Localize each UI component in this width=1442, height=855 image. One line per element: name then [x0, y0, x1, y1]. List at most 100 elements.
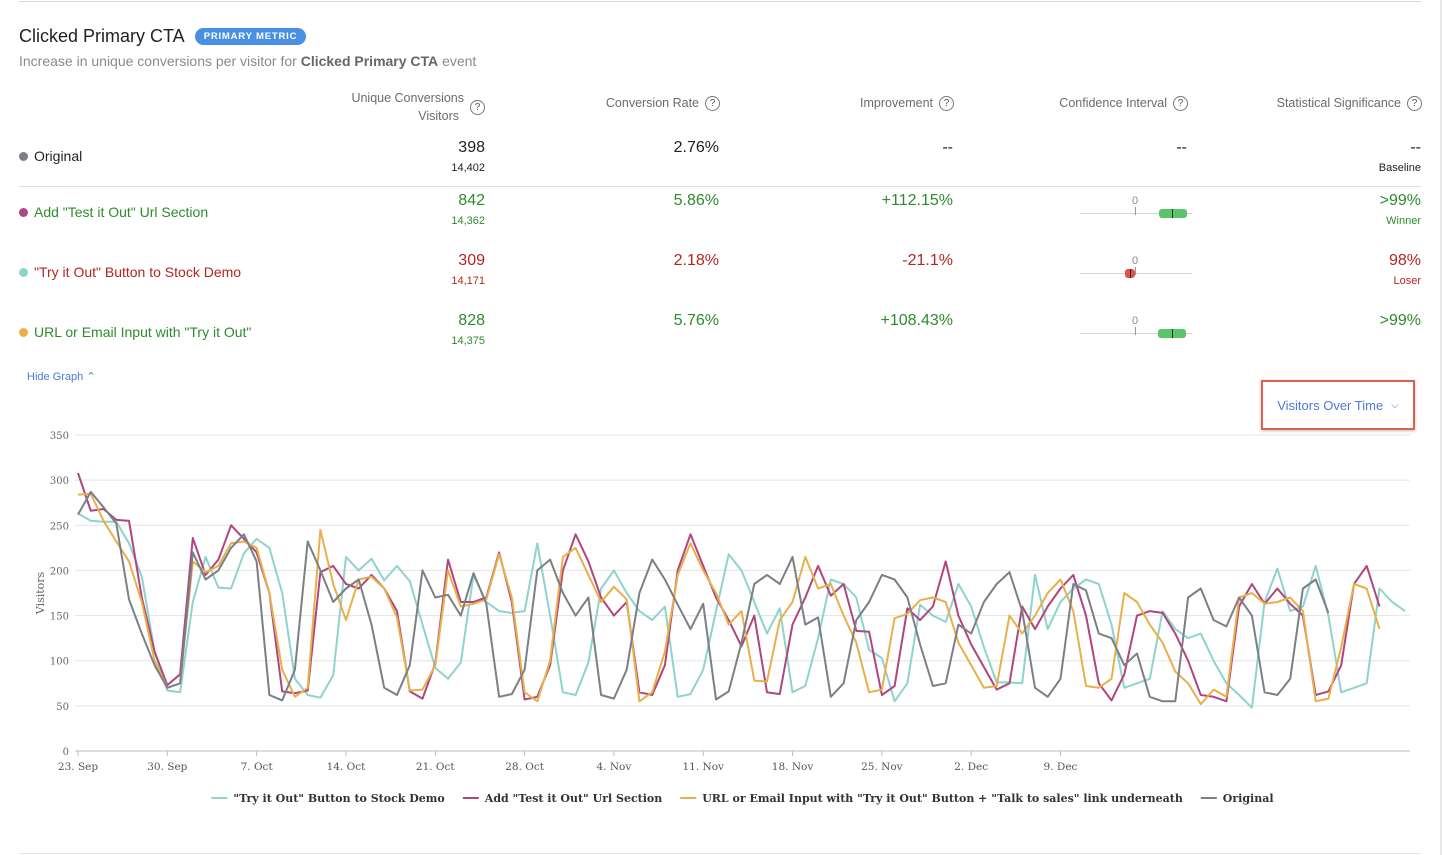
- legend-item: URL or Email Input with "Try it Out" But…: [680, 792, 1183, 805]
- ci-zero-label: 0: [1132, 195, 1139, 207]
- metric-subtitle: Increase in unique conversions per visit…: [19, 53, 476, 69]
- significance-value: --: [1410, 139, 1421, 156]
- col-header-rate: Conversion Rate?: [560, 96, 720, 112]
- subtitle-suffix: event: [442, 53, 477, 69]
- help-icon[interactable]: ?: [1173, 96, 1188, 112]
- conversions-value: 828: [458, 312, 485, 329]
- y-tick-label: 0: [63, 747, 69, 758]
- scroll-edge: [1440, 0, 1442, 855]
- confidence-interval-graphic: 0: [1080, 315, 1192, 345]
- col-header-ci: Confidence Interval?: [1020, 96, 1188, 112]
- ci-zero-label: 0: [1132, 255, 1139, 267]
- rate-value: 5.76%: [673, 312, 719, 329]
- help-icon[interactable]: ?: [470, 100, 485, 116]
- loser-label: Loser: [1393, 275, 1421, 287]
- variation-label: Add "Test it Out" Url Section: [34, 204, 209, 220]
- y-tick-label: 350: [50, 431, 69, 442]
- help-icon[interactable]: ?: [939, 96, 954, 112]
- conversions-value: 398: [458, 139, 485, 156]
- col-header-conversions: Unique Conversions? Visitors: [300, 89, 485, 125]
- chart-series: [77, 472, 1406, 709]
- legend-item: Original: [1200, 792, 1274, 805]
- variation-name[interactable]: Add "Test it Out" Url Section: [19, 204, 253, 220]
- x-tick-label: 21. Oct: [416, 761, 456, 773]
- improvement-value: +108.43%: [880, 312, 953, 329]
- x-tick-label: 30. Sep: [147, 761, 187, 773]
- x-tick-label: 4. Nov: [597, 761, 632, 773]
- help-icon[interactable]: ?: [1407, 96, 1422, 112]
- confidence-interval-graphic: 0: [1080, 255, 1192, 285]
- conversions-label: Unique Conversions: [351, 91, 464, 105]
- y-tick-label: 150: [50, 612, 69, 623]
- x-tick-label: 25. Nov: [861, 761, 903, 773]
- series-line: [77, 472, 1381, 703]
- hide-graph-link[interactable]: Hide Graph ⌃: [27, 370, 96, 383]
- primary-metric-badge: PRIMARY METRIC: [194, 28, 307, 45]
- rate-value: 2.18%: [673, 252, 719, 269]
- chart-view-select[interactable]: Visitors Over Time ⌵: [1261, 380, 1415, 430]
- col-header-significance: Statistical Significance?: [1230, 96, 1422, 112]
- series-color-dot: [19, 267, 28, 277]
- rate-label: Conversion Rate: [605, 96, 699, 110]
- series-color-dot: [19, 207, 28, 217]
- x-tick-label: 2. Dec: [954, 761, 988, 773]
- x-tick-label: 7. Oct: [241, 761, 274, 773]
- significance-label: Statistical Significance: [1276, 96, 1401, 110]
- metric-header: Clicked Primary CTA PRIMARY METRIC: [19, 26, 307, 47]
- variation-row-try-it-out[interactable]: "Try it Out" Button to Stock Demo 309 14…: [19, 247, 1421, 299]
- help-icon[interactable]: ?: [705, 96, 720, 112]
- y-axis-label: Visitors: [34, 571, 47, 615]
- series-line: [77, 492, 1381, 706]
- series-line: [77, 490, 1330, 703]
- conversions-value: 842: [458, 192, 485, 209]
- x-tick-label: 14. Oct: [327, 761, 367, 773]
- chart-legend: "Try it Out" Button to Stock Demo Add "Te…: [211, 792, 1274, 805]
- series-color-dot: [19, 327, 28, 337]
- hide-graph-label: Hide Graph: [27, 371, 84, 383]
- legend-label: Add "Test it Out" Url Section: [484, 792, 662, 805]
- metric-title: Clicked Primary CTA: [19, 26, 185, 46]
- improvement-value: -21.1%: [902, 252, 953, 269]
- improvement-value: --: [942, 139, 953, 156]
- ci-zero-label: 0: [1132, 315, 1139, 327]
- baseline-label: Baseline: [1378, 162, 1421, 174]
- x-tick-label: 18. Nov: [772, 761, 814, 773]
- legend-label: URL or Email Input with "Try it Out" But…: [702, 792, 1183, 805]
- chevron-up-icon: ⌃: [86, 371, 96, 383]
- variation-row-url-email[interactable]: URL or Email Input with "Try it Out" But…: [19, 307, 1421, 359]
- visitors-value: 14,362: [451, 215, 485, 227]
- chart-axes: 0 50 100 150 200 250 300 350 Visitors 23. Sep 30. …: [34, 431, 1078, 773]
- visitors-value: 14,171: [451, 275, 485, 287]
- subtitle-event: Clicked Primary CTA: [300, 53, 439, 69]
- top-divider: [19, 1, 1421, 2]
- series-color-dot: [19, 151, 28, 161]
- visitors-value: 14,402: [451, 162, 485, 174]
- visitors-value: 14,375: [451, 335, 485, 347]
- variation-name[interactable]: Original: [19, 148, 253, 164]
- series-line: [77, 512, 1406, 709]
- rate-value: 5.86%: [673, 192, 719, 209]
- x-tick-label: 28. Oct: [505, 761, 545, 773]
- ci-bar: [1159, 209, 1187, 218]
- variation-label: "Try it Out" Button to Stock Demo: [34, 264, 242, 280]
- x-tick-label: 23. Sep: [58, 761, 98, 773]
- variation-name[interactable]: "Try it Out" Button to Stock Demo: [19, 264, 253, 280]
- chart-grid: [75, 434, 1410, 752]
- significance-value: 98%: [1388, 252, 1421, 269]
- variation-row-test-it-out[interactable]: Add "Test it Out" Url Section 842 14,362…: [19, 187, 1421, 239]
- ci-value: --: [1176, 139, 1187, 156]
- variation-name[interactable]: URL or Email Input with "Try it Out" But…: [19, 324, 253, 340]
- bottom-divider: [19, 853, 1421, 854]
- col-header-improvement: Improvement?: [790, 96, 954, 112]
- variation-row-original[interactable]: Original 398 14,402 2.76% -- -- -- Basel…: [19, 134, 1421, 187]
- legend-label: "Try it Out" Button to Stock Demo: [233, 792, 444, 805]
- y-tick-label: 100: [50, 657, 69, 668]
- y-tick-label: 50: [56, 702, 69, 713]
- legend-item: "Try it Out" Button to Stock Demo: [211, 792, 445, 805]
- y-tick-label: 250: [50, 521, 69, 532]
- legend-label: Original: [1223, 792, 1274, 805]
- improvement-label: Improvement: [860, 96, 933, 110]
- variation-label: Original: [34, 148, 83, 164]
- winner-label: Winner: [1386, 215, 1421, 227]
